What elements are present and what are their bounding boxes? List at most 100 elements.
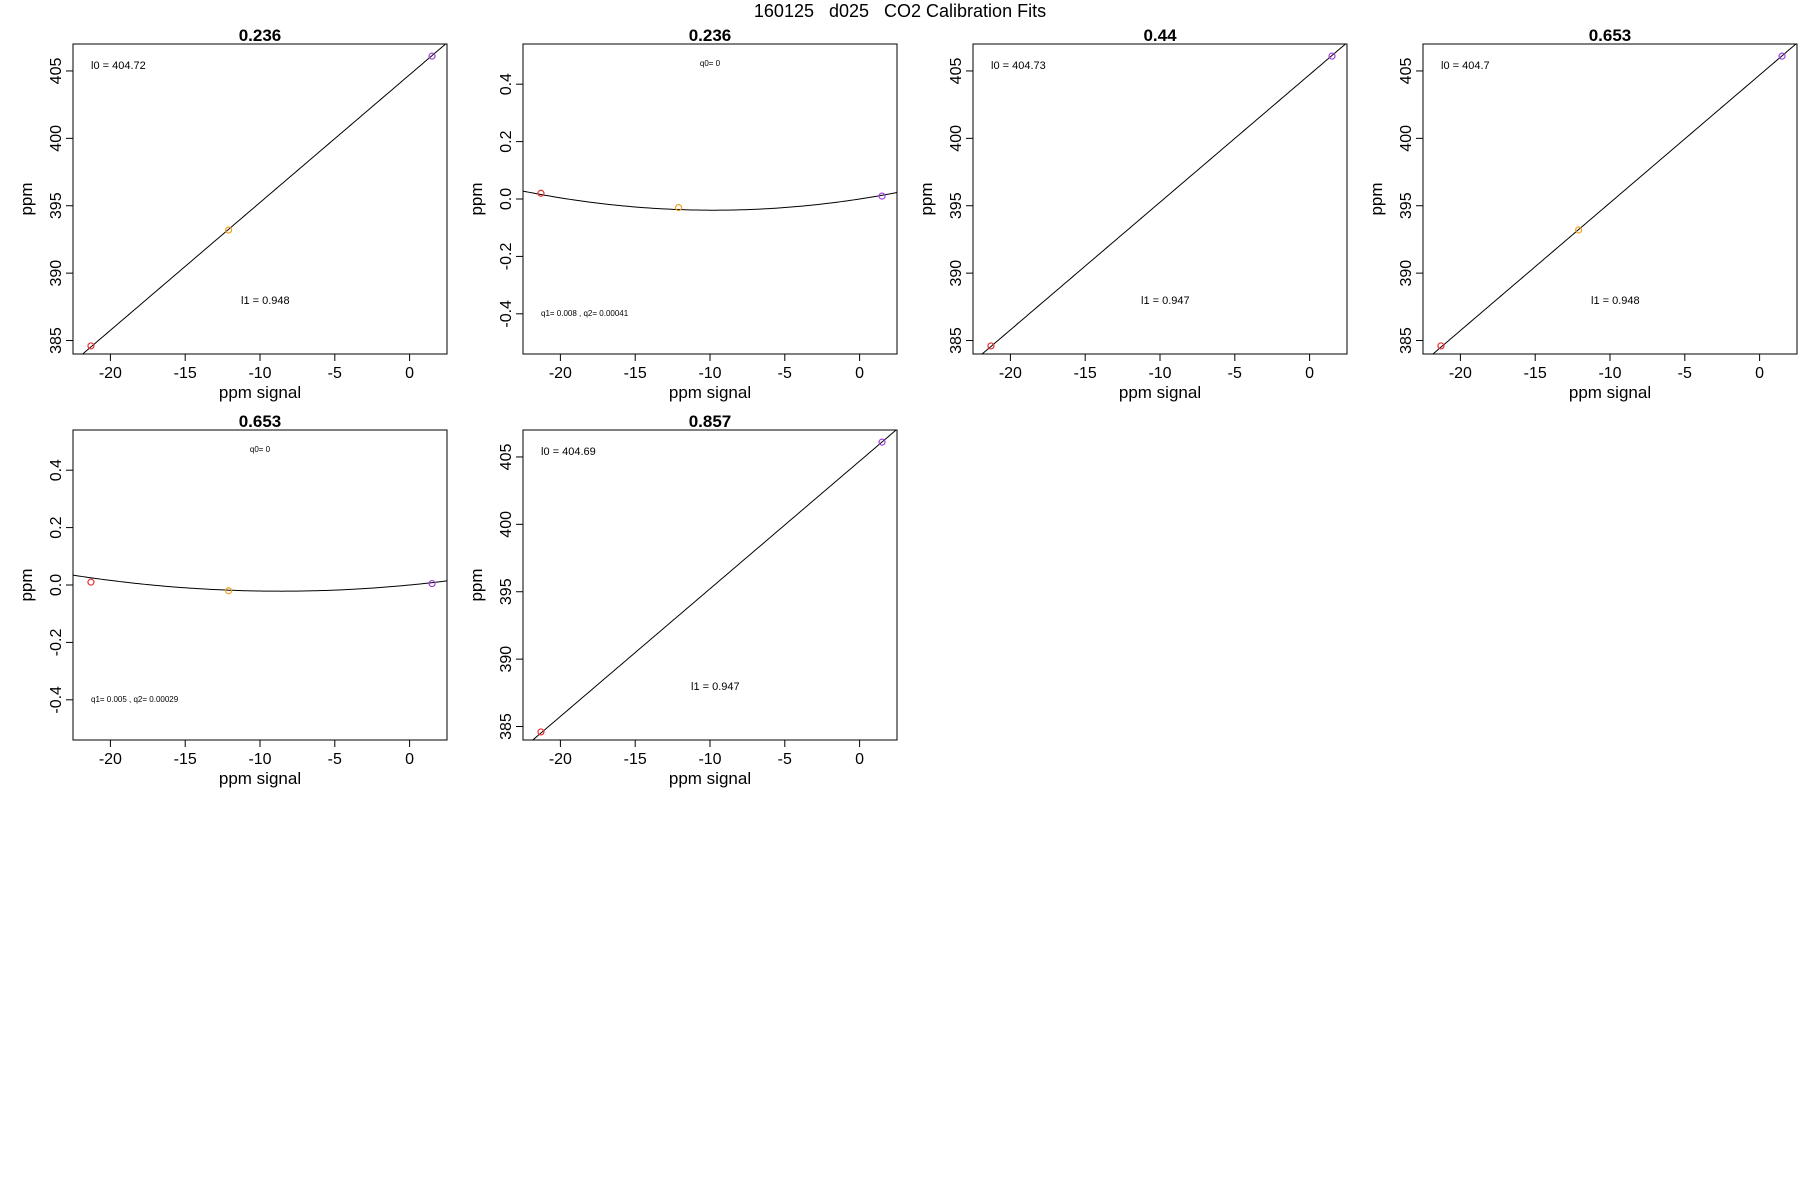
data-point-2 xyxy=(1574,226,1583,234)
y-axis-label: ppm xyxy=(467,568,486,601)
x-tick-label: -15 xyxy=(1074,365,1097,382)
x-tick-label: 0 xyxy=(855,751,864,768)
data-point-2 xyxy=(674,204,683,212)
plot-frame xyxy=(522,43,898,355)
annotation-q1-q2: q1= 0.005 , q2= 0.00029 xyxy=(91,695,179,704)
fit-curve xyxy=(1432,44,1797,354)
data-point-1 xyxy=(87,578,95,586)
x-tick-label: -10 xyxy=(1598,365,1621,382)
y-tick-label: 0.4 xyxy=(48,459,65,481)
x-tick-label: -20 xyxy=(999,365,1022,382)
x-tick-label: -10 xyxy=(698,365,721,382)
x-tick-label: -15 xyxy=(174,751,197,768)
y-tick-label: -0.2 xyxy=(498,243,515,271)
annotation-l0: l0 = 404.73 xyxy=(991,60,1046,72)
y-tick-label: 385 xyxy=(498,713,515,740)
data-point-3 xyxy=(428,52,436,60)
y-tick-label: 0.2 xyxy=(48,516,65,538)
y-axis-label: ppm xyxy=(467,182,486,215)
data-point-2 xyxy=(224,587,233,595)
data-point-2 xyxy=(878,438,886,446)
y-tick-label: 395 xyxy=(498,578,515,605)
data-point-3 xyxy=(878,192,886,200)
panel-5: 0.653 -20 -15 -10 -5 0 -0.4 -0.2 0.0 0.2 0.4 ppm si… xyxy=(17,412,448,788)
y-tick-label: 400 xyxy=(48,125,65,152)
y-tick-label: -0.4 xyxy=(498,300,515,328)
x-tick-label: -10 xyxy=(1148,365,1171,382)
x-axis-label: ppm signal xyxy=(669,383,751,402)
x-tick-label: -20 xyxy=(99,751,122,768)
fit-curve xyxy=(981,44,1347,354)
y-tick-label: 405 xyxy=(498,444,515,471)
x-tick-label: 0 xyxy=(1305,365,1314,382)
annotation-l1: l1 = 0.947 xyxy=(691,681,740,693)
x-axis-label: ppm signal xyxy=(669,769,751,788)
annotation-l0: l0 = 404.7 xyxy=(1441,60,1490,72)
x-tick-label: -5 xyxy=(1228,365,1242,382)
fit-curve xyxy=(81,44,447,354)
annotation-q1-q2: q1= 0.008 , q2= 0.00041 xyxy=(541,309,629,318)
data-point-2 xyxy=(224,226,233,234)
x-tick-label: -20 xyxy=(99,365,122,382)
x-tick-label: -20 xyxy=(549,751,572,768)
annotation-q0: q0= 0 xyxy=(250,445,271,454)
panel-1: 0.236 -20 -15 -10 -5 0 385 390 395 400 405 ppm sign… xyxy=(17,26,448,402)
panel-title: 0.653 xyxy=(239,412,282,431)
figure-title: 160125 d025 CO2 Calibration Fits xyxy=(753,1,1047,21)
data-point-3 xyxy=(1778,52,1786,60)
data-point-1 xyxy=(1437,342,1445,350)
y-tick-label: 400 xyxy=(948,125,965,152)
y-tick-label: 385 xyxy=(48,327,65,354)
x-axis-label: ppm signal xyxy=(219,769,301,788)
x-tick-label: -20 xyxy=(549,365,572,382)
fit-curve xyxy=(73,574,447,592)
panel-title: 0.236 xyxy=(239,26,282,45)
y-tick-label: 405 xyxy=(48,58,65,85)
y-tick-label: 400 xyxy=(498,511,515,538)
fit-curve xyxy=(523,190,897,211)
panel-6: 0.857 -20 -15 -10 -5 0 385 390 395 400 405 ppm sign… xyxy=(467,412,898,788)
panel-title: 0.236 xyxy=(689,26,732,45)
data-point-1 xyxy=(987,342,995,350)
x-tick-label: 0 xyxy=(855,365,864,382)
panel-4: 0.653 -20 -15 -10 -5 0 385 390 395 400 405 ppm sign… xyxy=(1367,26,1798,402)
x-tick-label: 0 xyxy=(1755,365,1764,382)
x-tick-label: -5 xyxy=(778,365,792,382)
y-tick-label: 385 xyxy=(1398,327,1415,354)
x-tick-label: -15 xyxy=(174,365,197,382)
y-tick-label: 395 xyxy=(948,192,965,219)
x-tick-label: -10 xyxy=(248,365,271,382)
data-point-3 xyxy=(428,579,436,588)
data-point-1 xyxy=(537,189,545,197)
x-axis-label: ppm signal xyxy=(1119,383,1201,402)
panel-2: 0.236 -20 -15 -10 -5 0 -0.4 -0.2 0.0 0.2 0.4 ppm si… xyxy=(467,26,898,402)
y-tick-label: -0.2 xyxy=(48,629,65,657)
data-point-2 xyxy=(1328,52,1336,60)
y-tick-label: 405 xyxy=(948,58,965,85)
annotation-l1: l1 = 0.948 xyxy=(1591,295,1640,307)
annotation-l1: l1 = 0.948 xyxy=(241,295,290,307)
x-tick-label: -5 xyxy=(328,751,342,768)
y-tick-label: 0.2 xyxy=(498,130,515,152)
y-tick-label: 0.0 xyxy=(48,574,65,596)
y-axis-label: ppm xyxy=(17,182,36,215)
y-tick-label: 390 xyxy=(498,646,515,673)
x-tick-label: -10 xyxy=(698,751,721,768)
y-tick-label: -0.4 xyxy=(48,686,65,714)
data-point-1 xyxy=(537,728,545,736)
annotation-l0: l0 = 404.72 xyxy=(91,60,146,72)
panel-3: 0.44 -20 -15 -10 -5 0 385 390 395 400 405 ppm signa… xyxy=(917,26,1348,402)
x-tick-label: -10 xyxy=(248,751,271,768)
annotation-l1: l1 = 0.947 xyxy=(1141,295,1190,307)
y-tick-label: 390 xyxy=(48,260,65,287)
y-tick-label: 390 xyxy=(948,260,965,287)
x-tick-label: -15 xyxy=(1524,365,1547,382)
y-tick-label: 385 xyxy=(948,327,965,354)
y-tick-label: 400 xyxy=(1398,125,1415,152)
y-tick-label: 395 xyxy=(48,192,65,219)
panel-title: 0.653 xyxy=(1589,26,1632,45)
y-tick-label: 390 xyxy=(1398,260,1415,287)
x-tick-label: -5 xyxy=(778,751,792,768)
y-axis-label: ppm xyxy=(17,568,36,601)
y-tick-label: 0.4 xyxy=(498,73,515,95)
